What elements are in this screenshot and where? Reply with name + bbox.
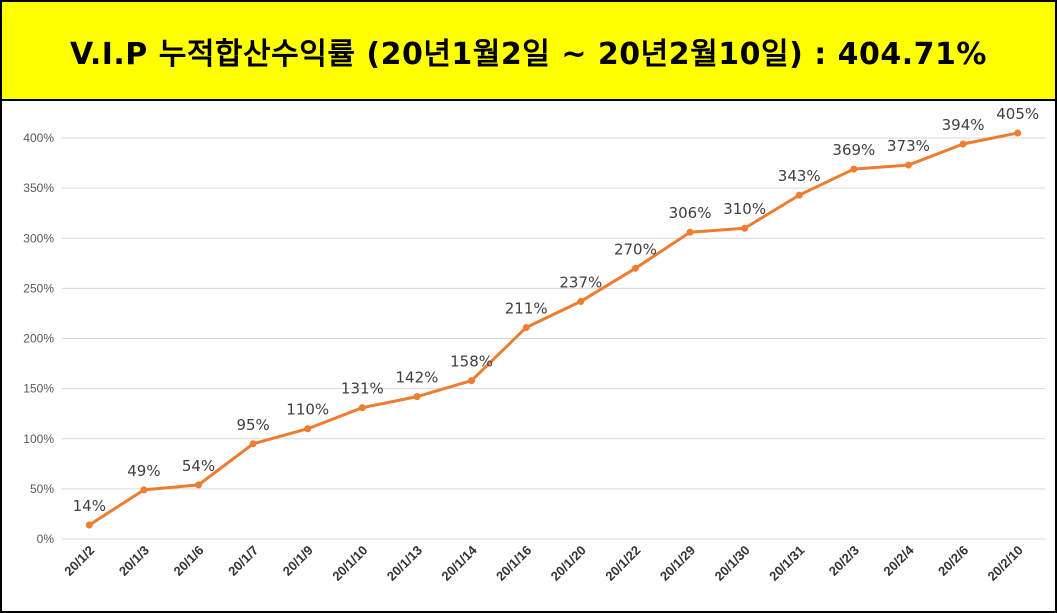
x-tick-label: 20/1/10 — [329, 543, 370, 584]
data-point — [577, 297, 585, 305]
data-point — [468, 377, 476, 385]
y-tick-label: 0% — [37, 532, 55, 546]
series-line — [87, 131, 1020, 527]
x-tick-label: 20/1/30 — [711, 543, 752, 584]
data-label: 270% — [614, 240, 657, 258]
data-label: 343% — [778, 167, 821, 185]
y-tick-label: 200% — [23, 332, 54, 346]
data-label: 142% — [396, 369, 439, 387]
data-label: 95% — [236, 416, 269, 434]
x-tick-label: 20/1/3 — [116, 543, 152, 579]
data-point — [195, 481, 203, 489]
data-label: 369% — [832, 141, 875, 159]
data-point — [850, 165, 858, 173]
data-point — [304, 425, 312, 433]
y-tick-label: 400% — [23, 131, 54, 145]
x-tick-label: 20/1/13 — [384, 543, 425, 584]
x-tick-label: 20/1/20 — [548, 543, 589, 584]
x-tick-label: 20/2/3 — [826, 543, 862, 579]
data-label: 373% — [887, 137, 930, 155]
x-tick-label: 20/2/10 — [985, 543, 1026, 584]
data-label: 14% — [73, 497, 106, 515]
data-point — [686, 228, 694, 236]
x-tick-label: 20/1/31 — [766, 543, 807, 584]
data-point — [413, 393, 421, 401]
data-label: 310% — [723, 200, 766, 218]
x-tick-label: 20/1/7 — [225, 543, 261, 579]
data-point — [522, 323, 530, 331]
data-label: 158% — [450, 353, 493, 371]
data-label: 405% — [996, 105, 1039, 123]
data-point — [140, 486, 148, 494]
x-tick-label: 20/1/29 — [657, 543, 698, 584]
x-tick-label: 20/1/16 — [493, 543, 534, 584]
data-point — [795, 191, 803, 199]
data-point — [959, 140, 967, 148]
x-tick-label: 20/1/14 — [438, 542, 480, 584]
y-tick-label: 50% — [30, 482, 54, 496]
data-point — [741, 224, 749, 232]
data-label: 131% — [341, 380, 384, 398]
data-label: 54% — [182, 457, 215, 475]
y-tick-label: 100% — [23, 432, 54, 446]
data-point — [904, 161, 912, 169]
y-tick-label: 300% — [23, 231, 54, 245]
line-chart: 0%50%100%150%200%250%300%350%400%20/1/2 2… — [23, 105, 1045, 584]
y-tick-label: 150% — [23, 382, 54, 396]
chart-title: V.I.P 누적합산수익률 (20년1월2일 ~ 20년2월10일) : 404… — [69, 36, 987, 72]
data-point — [249, 440, 257, 448]
x-tick-label: 20/1/6 — [170, 543, 206, 579]
x-tick-label: 20/2/4 — [880, 542, 917, 579]
x-tick-label: 20/2/6 — [935, 543, 971, 579]
data-label: 49% — [127, 462, 160, 480]
title-bar: V.I.P 누적합산수익률 (20년1월2일 ~ 20년2월10일) : 404… — [2, 2, 1055, 101]
x-tick-label: 20/1/2 — [61, 543, 97, 579]
x-tick-label: 20/1/9 — [280, 543, 316, 579]
x-tick-label: 20/1/22 — [602, 543, 643, 584]
data-point — [631, 264, 639, 272]
data-label: 306% — [669, 204, 712, 222]
data-label: 110% — [286, 401, 329, 419]
data-label: 394% — [942, 116, 985, 134]
data-point — [85, 521, 93, 529]
y-tick-label: 250% — [23, 281, 54, 295]
data-label: 211% — [505, 299, 548, 317]
data-point — [1014, 129, 1022, 137]
data-point — [358, 404, 366, 412]
y-tick-label: 350% — [23, 181, 54, 195]
data-label: 237% — [559, 273, 602, 291]
